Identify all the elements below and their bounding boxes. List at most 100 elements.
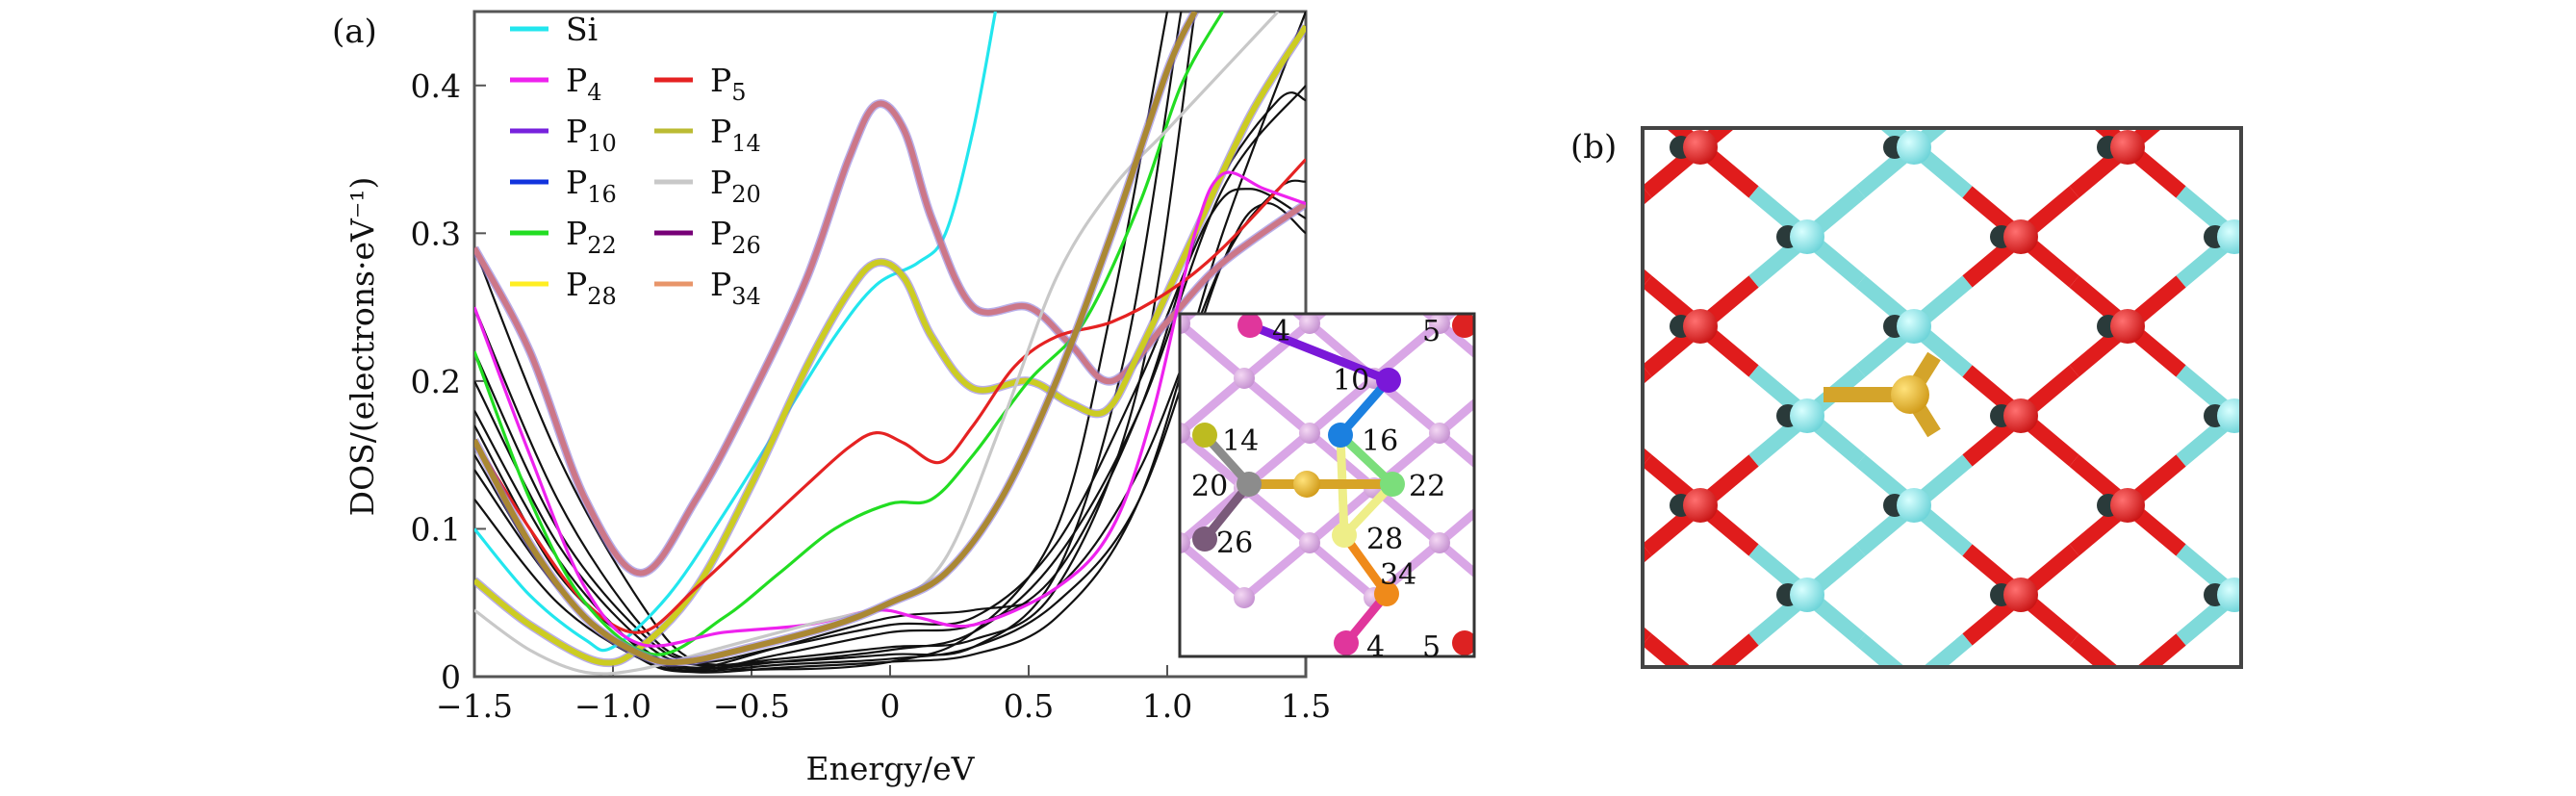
b-bond: [1541, 416, 1594, 461]
inset-si-atom: [1180, 423, 1190, 444]
inset-p-bond: [1245, 321, 1393, 385]
legend-item-p26: P26: [654, 215, 761, 259]
b-bond: [1541, 595, 1594, 640]
inset-si-atom: [1039, 423, 1060, 444]
b-bond: [1487, 461, 1541, 506]
inset-bond: [1239, 538, 1314, 603]
b-red-atom: [1683, 488, 1718, 523]
inset-p-site-10: [1376, 368, 1401, 393]
b-red-atom: [2431, 40, 2465, 75]
b-bond: [1807, 730, 1861, 775]
b-red-atom: [2110, 309, 2145, 344]
b-red-atom: [2110, 667, 2145, 702]
y-axis-title: DOS/(electrons·eV⁻¹): [344, 177, 381, 517]
b-bond: [2395, 237, 2449, 282]
b-back-atom: [2097, 673, 2120, 696]
legend: Si P4 P5 P10 P14 P16 P20 P22 P26 P28 P34: [510, 11, 761, 310]
inset-bond: [1569, 433, 1634, 488]
b-back-atom: [2310, 136, 2334, 159]
b-red-atom: [1576, 757, 1611, 791]
panel-b-structure: [1469, 40, 2465, 791]
b-red-atom: [1576, 40, 1611, 75]
inset-si-atom: [1299, 423, 1320, 444]
inset-si-atom: [1180, 314, 1190, 334]
inset-si-atom: [1559, 532, 1580, 553]
legend-label: P4: [566, 62, 602, 106]
b-si-atom: [1897, 488, 1931, 523]
inset-site-label: 28: [1366, 523, 1403, 556]
b-bond: [1709, 633, 1759, 667]
series-line-p26-p34: [474, 100, 1306, 577]
legend-label: P26: [710, 215, 761, 259]
b-bond: [2128, 684, 2181, 730]
b-bond: [2395, 193, 2449, 238]
b-red-atom: [2431, 578, 2465, 612]
legend-item-p5: P5: [654, 62, 747, 106]
inset-site-label: 16: [1362, 424, 1398, 458]
b-si-atom: [1790, 219, 1824, 254]
legend-item-p16: P16: [510, 164, 617, 208]
inset-bond: [1569, 269, 1634, 323]
b-bond: [1807, 58, 1861, 103]
b-bond: [2069, 633, 2119, 667]
legend-item-p22: P22: [510, 215, 617, 259]
b-si-atom: [2217, 578, 2241, 612]
b-back-atom: [1563, 583, 1586, 606]
legend-item-p28: P28: [510, 266, 617, 310]
y-tick-label: 0: [441, 658, 461, 696]
b-si-atom: [1790, 40, 1824, 75]
b-si-atom: [1469, 130, 1504, 165]
x-tick-label: −1.0: [574, 687, 651, 725]
plot-axes: −1.5 −1.0 −0.5 0 0.5 1.0 1.5 0 0.1 0.2 0.3 0.4: [411, 10, 1331, 725]
legend-item-p10: P10: [510, 113, 617, 157]
b-bond: [1643, 626, 1652, 645]
b-red-atom: [1576, 398, 1611, 433]
inset-bond: [1435, 319, 1474, 359]
inset-bond: [1569, 488, 1634, 543]
b-back-atom: [2417, 762, 2440, 785]
b-si-atom: [2217, 757, 2252, 791]
b-red-atom: [2110, 130, 2145, 165]
inset-si-atom: [1104, 587, 1125, 608]
b-bond: [2021, 58, 2075, 103]
b-bond: [1541, 193, 1594, 238]
b-bond: [1647, 684, 1701, 730]
inset-bond: [1180, 537, 1185, 548]
y-tick-label: 0.1: [411, 510, 461, 548]
inset-si-atom: [1429, 423, 1450, 444]
inset-p-site-5: [1452, 314, 1474, 338]
y-tick-label: 0.3: [411, 215, 461, 252]
inset-site-label: 10: [1333, 364, 1369, 398]
b-bond: [1541, 237, 1594, 282]
b-bond: [2341, 282, 2395, 327]
b-bond: [2341, 640, 2395, 685]
b-bond: [2234, 58, 2288, 103]
b-si-atom: [1790, 398, 1824, 433]
b-bond: [1487, 640, 1541, 685]
inset-site-label: 34: [1380, 558, 1416, 592]
b-bond: [1643, 268, 1652, 287]
b-p-dopant-atom: [1891, 375, 1929, 414]
b-red-atom: [1576, 578, 1611, 612]
b-back-atom: [2310, 494, 2334, 517]
inset-site-label: 14: [1222, 424, 1259, 458]
b-si-atom: [1897, 130, 1931, 165]
inset-si-atom: [1364, 258, 1385, 279]
b-bond: [2288, 505, 2342, 551]
inset-bond: [1180, 538, 1249, 603]
b-red-atom: [2003, 398, 2038, 433]
b-si-atom: [2217, 398, 2241, 433]
b-back-atom: [1883, 673, 1906, 696]
b-bond: [1968, 730, 2022, 775]
b-bond: [1594, 58, 1647, 103]
b-bond: [1487, 147, 1541, 193]
inset-p-site-34: [1374, 581, 1399, 606]
panel-a-label: (a): [332, 13, 377, 51]
inset-bond: [1504, 378, 1569, 433]
b-bond: [1487, 326, 1541, 372]
b-back-atom: [1563, 404, 1586, 427]
inset-bond: [1239, 319, 1314, 383]
inset-si-atom: [1234, 258, 1255, 279]
inset-bond: [1239, 483, 1314, 548]
